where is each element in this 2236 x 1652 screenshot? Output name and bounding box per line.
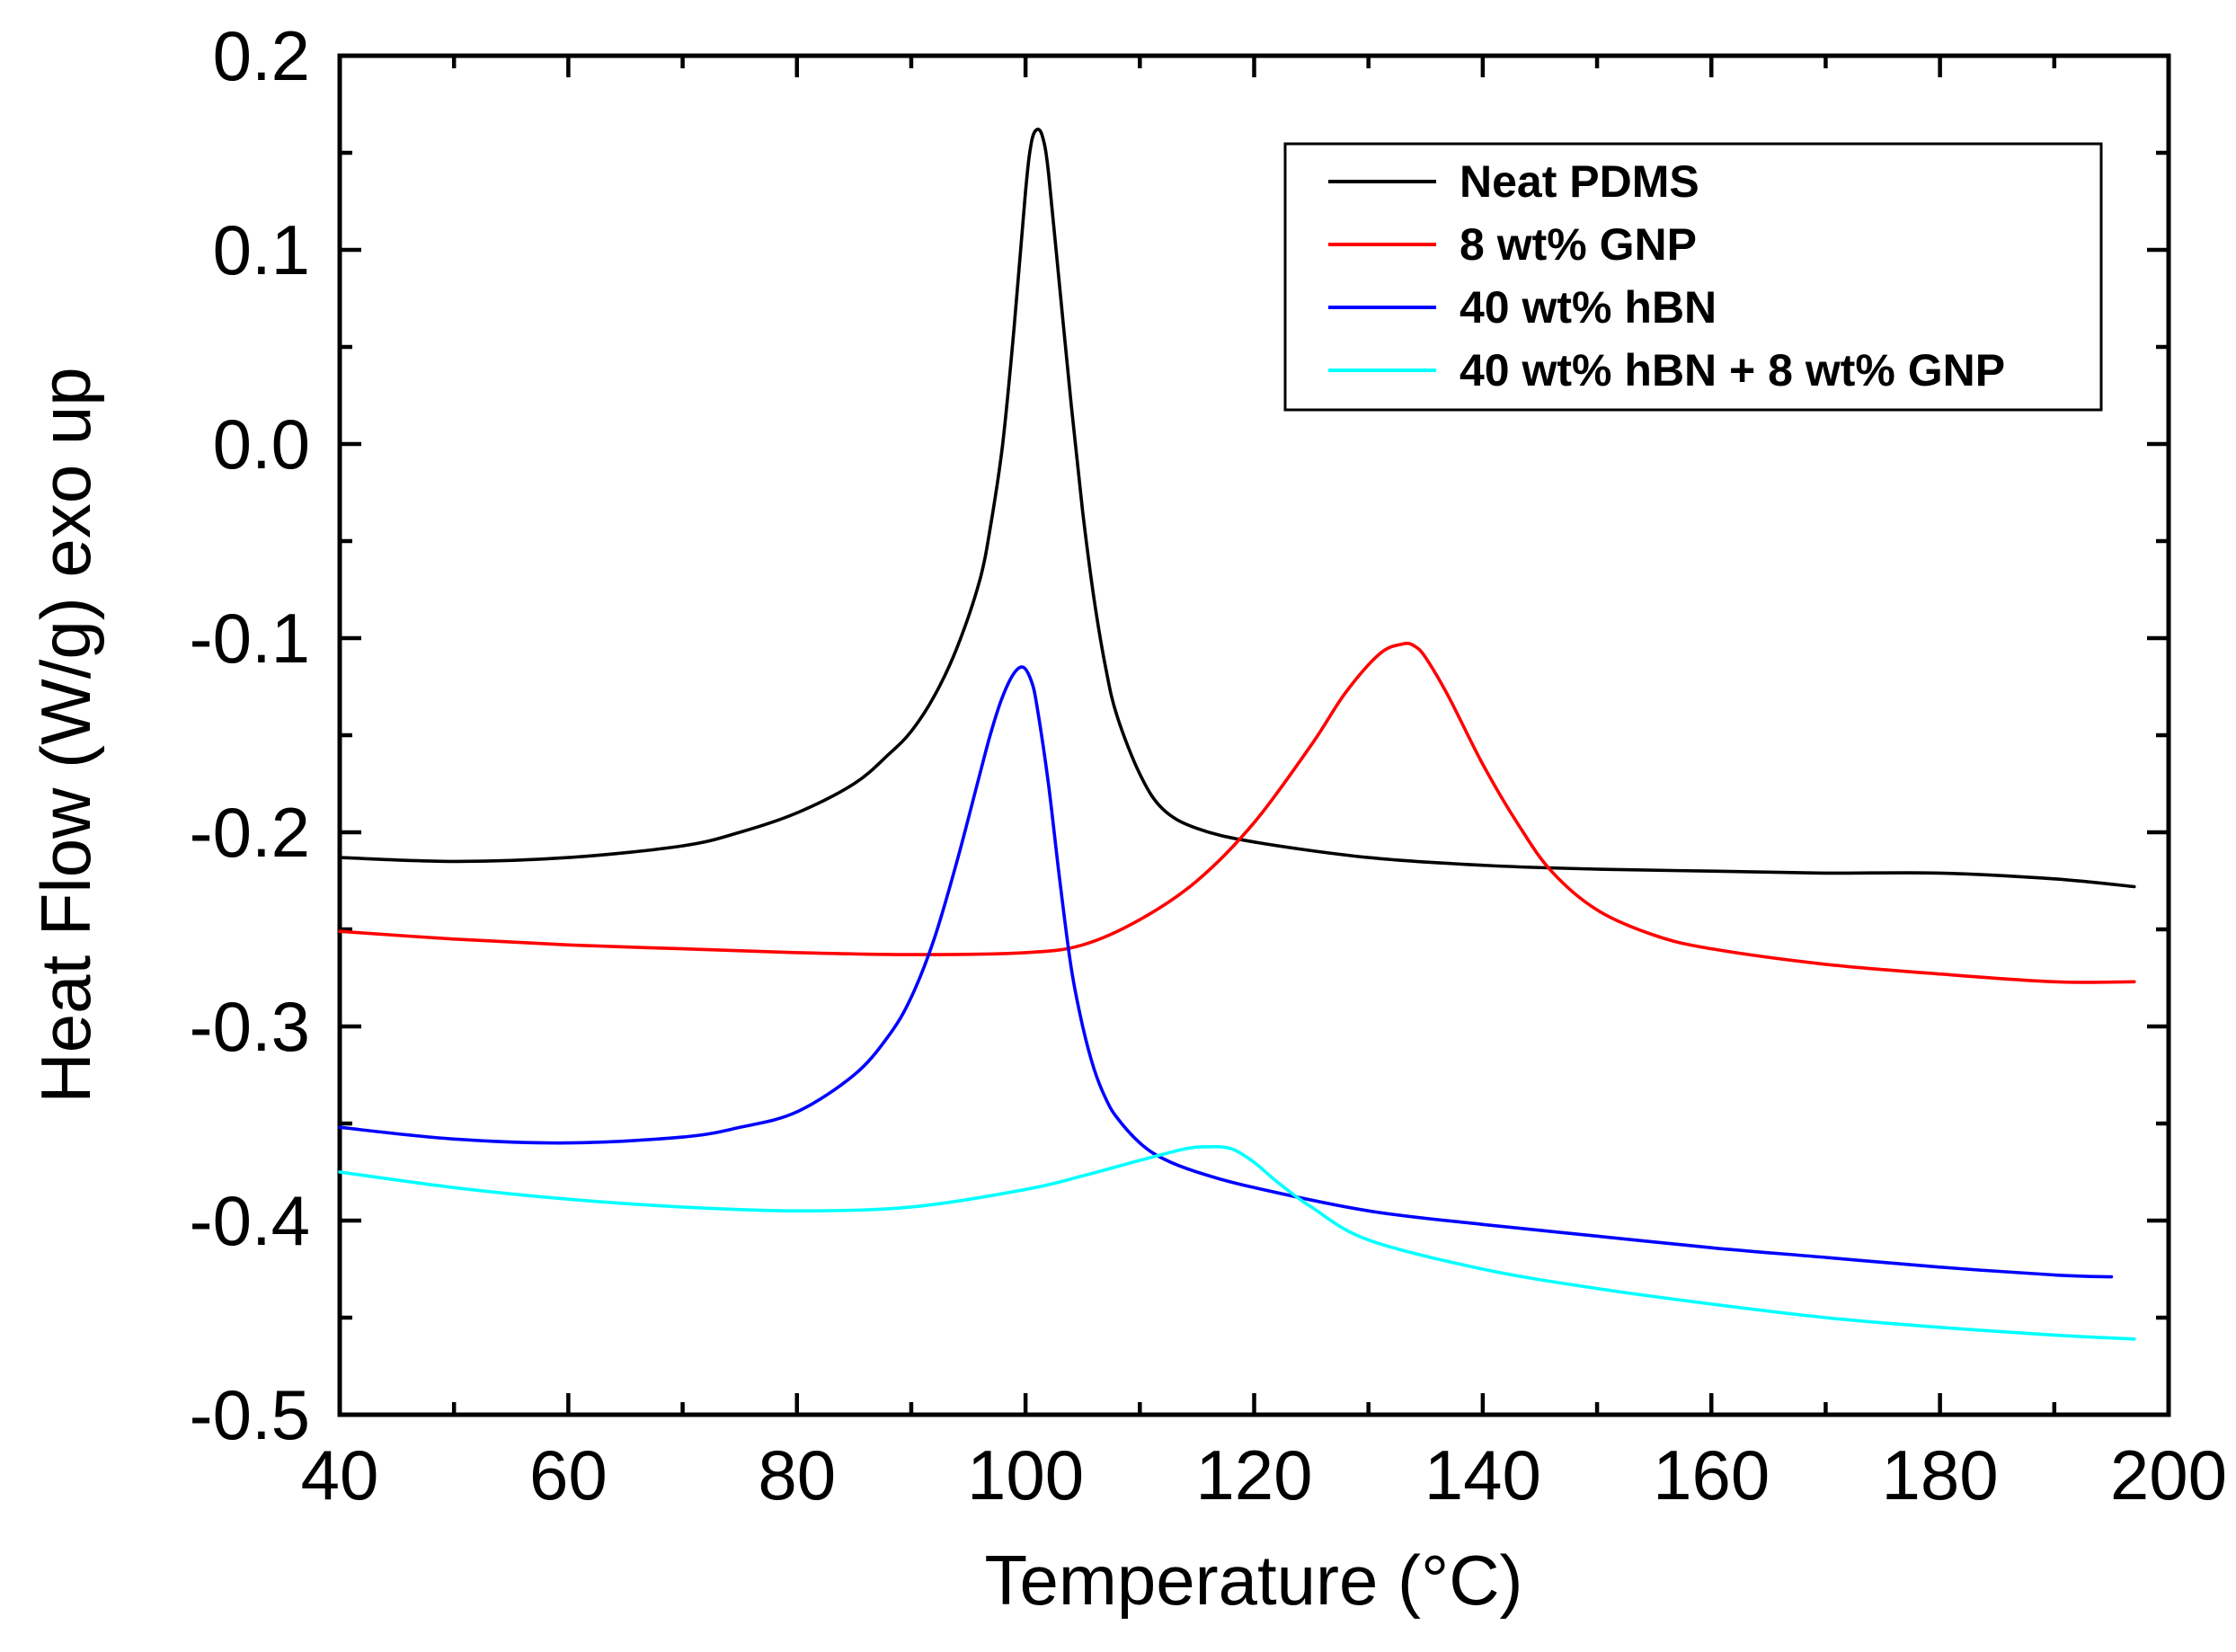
x-tick-label: 160 [1653, 1435, 1770, 1514]
x-tick-label: 200 [2110, 1435, 2227, 1514]
legend-label: 40 wt% hBN + 8 wt% GNP [1460, 345, 2005, 395]
x-tick-label: 80 [758, 1435, 836, 1514]
x-tick-labels: 40 60 80 100 120 140 160 180 200 [301, 1435, 2227, 1514]
axis-ticks [337, 53, 2171, 1417]
legend-label: 40 wt% hBN [1460, 282, 1717, 333]
x-tick-label: 100 [967, 1435, 1084, 1514]
y-tick-label: -0.1 [190, 599, 310, 678]
y-tick-label: -0.5 [190, 1375, 310, 1454]
y-tick-label: 0.0 [213, 404, 310, 484]
y-tick-label: -0.3 [190, 987, 310, 1066]
y-tick-label: 0.2 [213, 16, 310, 95]
legend-box [1283, 142, 2103, 412]
series-line-8-wt-gnp [338, 642, 2136, 984]
legend-label: 8 wt% GNP [1460, 219, 1697, 270]
y-tick-label: -0.2 [190, 793, 310, 872]
y-tick-labels: -0.5 -0.4 -0.3 -0.2 -0.1 0.0 0.1 0.2 [190, 16, 310, 1454]
series-line-40-wt-hbn-8-wt-gnp [338, 1145, 2136, 1341]
series-line-40-wt-hbn [338, 665, 2114, 1279]
x-tick-label: 180 [1882, 1435, 1999, 1514]
y-tick-label: 0.1 [213, 210, 310, 289]
legend-label: Neat PDMS [1460, 156, 1699, 207]
x-tick-label: 60 [529, 1435, 608, 1514]
x-tick-label: 120 [1195, 1435, 1312, 1514]
legend: Neat PDMS 8 wt% GNP 40 wt% hBN 40 wt% hBN +… [1283, 142, 2103, 412]
y-axis-title: Heat Flow (W/g) exo up [26, 367, 105, 1103]
x-tick-label: 140 [1424, 1435, 1541, 1514]
x-axis-title: Temperature (°C) [984, 1541, 1522, 1620]
series-lines [338, 128, 2136, 1341]
x-tick-label: 40 [301, 1435, 379, 1514]
y-tick-label: -0.4 [190, 1181, 310, 1260]
